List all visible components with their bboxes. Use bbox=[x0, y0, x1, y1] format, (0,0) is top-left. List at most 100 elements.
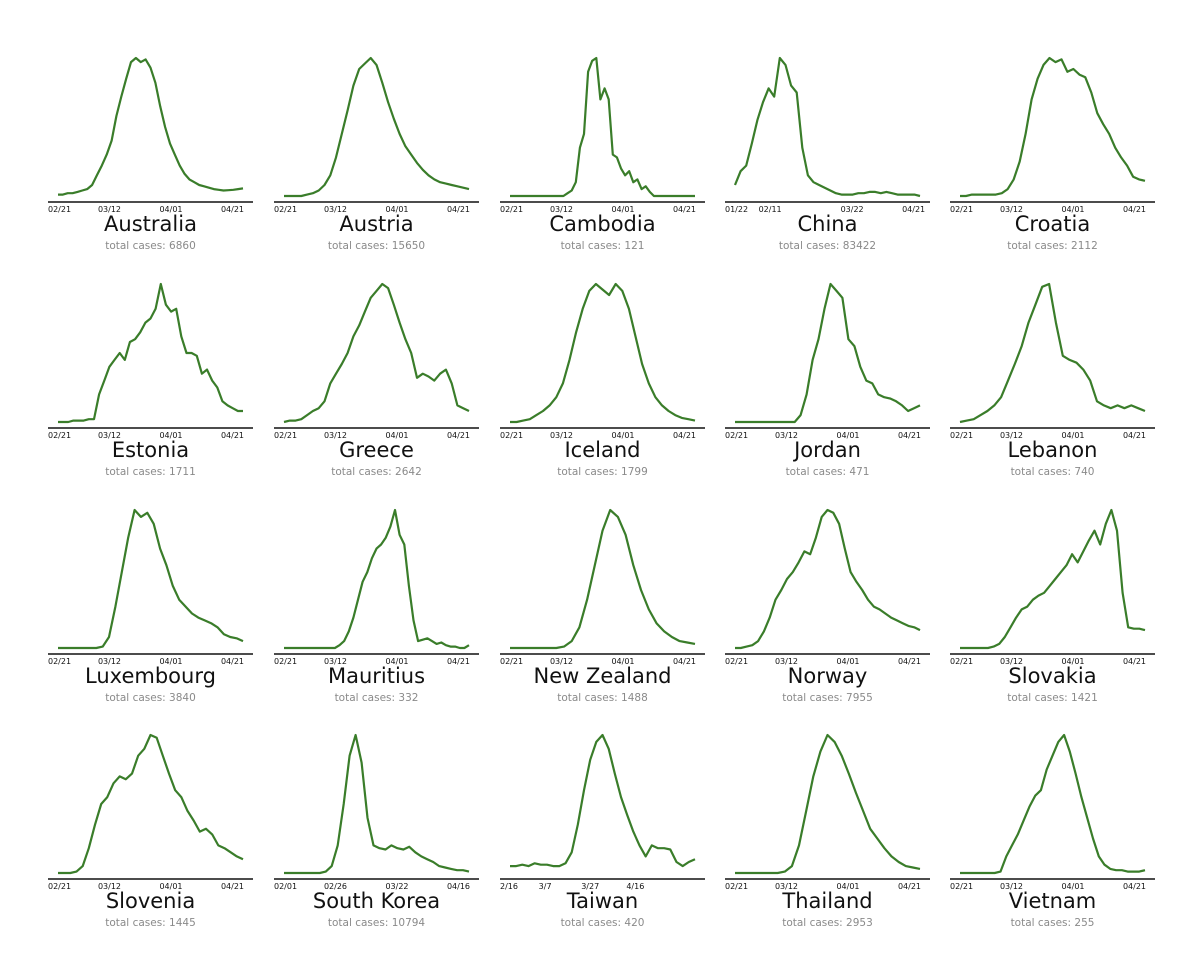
panel-subtitle: total cases: 332 bbox=[334, 692, 419, 704]
chart-panel: 02/21 03/12 04/01 04/21 New Zealand total cas… bbox=[500, 502, 725, 727]
x-tick-label: 03/12 bbox=[98, 657, 121, 666]
x-tick-label: 03/12 bbox=[1000, 431, 1023, 440]
series-line bbox=[284, 733, 470, 875]
panel-title: Lebanon bbox=[1007, 438, 1098, 462]
x-tick-label: 03/12 bbox=[324, 205, 347, 214]
panel-subtitle: total cases: 740 bbox=[1010, 466, 1095, 478]
x-tick-label: 02/11 bbox=[759, 205, 782, 214]
panel-title: Taiwan bbox=[566, 889, 639, 913]
chart-panel: 01/22 02/11 03/22 04/21 China total cases: 83… bbox=[725, 50, 950, 275]
panel-subtitle: total cases: 1711 bbox=[105, 466, 196, 478]
x-tick-label: 04/01 bbox=[836, 657, 859, 666]
x-tick-label: 4/16 bbox=[626, 882, 644, 891]
x-tick-label: 04/21 bbox=[673, 657, 696, 666]
chart-svg: 02/21 03/12 04/01 04/21 bbox=[48, 508, 253, 666]
x-tick-label: 04/21 bbox=[1123, 205, 1146, 214]
x-tick-label: 03/12 bbox=[550, 657, 573, 666]
chart-svg: 02/21 03/12 04/01 04/21 bbox=[725, 508, 930, 666]
chart-svg: 02/21 03/12 04/01 04/21 bbox=[950, 733, 1155, 891]
x-tick-label: 02/26 bbox=[324, 882, 347, 891]
panel-title: Croatia bbox=[1014, 212, 1091, 236]
x-tick-label: 03/12 bbox=[550, 431, 573, 440]
x-tick-label: 02/21 bbox=[500, 205, 523, 214]
panel-subtitle: total cases: 83422 bbox=[778, 240, 877, 252]
x-tick-label: 03/22 bbox=[841, 205, 864, 214]
panel-title: Jordan bbox=[794, 438, 861, 462]
chart-svg: 02/21 03/12 04/01 04/21 bbox=[725, 733, 930, 891]
x-tick-label: 02/21 bbox=[725, 431, 748, 440]
chart-panel: 02/21 03/12 04/01 04/21 Slovakia total cases:… bbox=[950, 502, 1175, 727]
x-tick-label: 04/01 bbox=[159, 882, 182, 891]
chart-panel: 02/21 03/12 04/01 04/21 Lebanon total cases: … bbox=[950, 276, 1175, 501]
x-tick-label: 04/21 bbox=[1123, 882, 1146, 891]
series-line bbox=[58, 56, 244, 196]
x-tick-label: 04/21 bbox=[221, 657, 244, 666]
x-tick-label: 04/21 bbox=[673, 431, 696, 440]
x-tick-label: 03/22 bbox=[385, 882, 408, 891]
panel-title: Mauritius bbox=[327, 664, 426, 688]
x-tick-label: 02/21 bbox=[48, 882, 71, 891]
x-tick-label: 04/01 bbox=[385, 431, 408, 440]
series-line bbox=[960, 733, 1146, 875]
x-tick-label: 04/01 bbox=[836, 431, 859, 440]
panel-subtitle: total cases: 2953 bbox=[782, 917, 873, 929]
series-line bbox=[735, 508, 921, 650]
panel-title: Thailand bbox=[782, 889, 873, 913]
panel-subtitle: total cases: 1488 bbox=[557, 692, 648, 704]
chart-panel: 02/21 03/12 04/01 04/21 Estonia total cases: … bbox=[48, 276, 273, 501]
x-tick-label: 03/12 bbox=[1000, 657, 1023, 666]
x-tick-label: 04/21 bbox=[1123, 431, 1146, 440]
series-line bbox=[510, 282, 696, 424]
panel-title: Slovenia bbox=[105, 889, 196, 913]
x-tick-label: 03/12 bbox=[1000, 882, 1023, 891]
x-tick-label: 03/12 bbox=[324, 657, 347, 666]
panel-subtitle: total cases: 1445 bbox=[105, 917, 196, 929]
panel-title: China bbox=[797, 212, 858, 236]
x-tick-label: 04/21 bbox=[898, 431, 921, 440]
series-line bbox=[510, 733, 696, 868]
panel-title: Cambodia bbox=[549, 212, 656, 236]
panel-title: Vietnam bbox=[1008, 889, 1097, 913]
x-tick-label: 04/21 bbox=[447, 205, 470, 214]
panel-title: Norway bbox=[787, 664, 868, 688]
series-line bbox=[284, 56, 470, 198]
x-tick-label: 02/21 bbox=[500, 657, 523, 666]
x-tick-label: 04/01 bbox=[1061, 431, 1084, 440]
chart-svg: 02/21 03/12 04/01 04/21 bbox=[48, 733, 253, 891]
series-line bbox=[510, 508, 696, 650]
x-tick-label: 04/21 bbox=[447, 431, 470, 440]
chart-svg: 2/16 3/7 3/27 4/16 bbox=[500, 733, 705, 891]
panel-subtitle: total cases: 10794 bbox=[327, 917, 426, 929]
x-tick-label: 04/01 bbox=[836, 882, 859, 891]
chart-panel: 02/21 03/12 04/01 04/21 Australia total cases… bbox=[48, 50, 273, 275]
panel-subtitle: total cases: 2642 bbox=[331, 466, 422, 478]
panel-subtitle: total cases: 121 bbox=[560, 240, 645, 252]
panel-title: South Korea bbox=[312, 889, 441, 913]
chart-panel: 02/21 03/12 04/01 04/21 Slovenia total cases:… bbox=[48, 727, 273, 952]
chart-panel: 02/21 03/12 04/01 04/21 Greece total cases: 2… bbox=[274, 276, 499, 501]
panel-subtitle: total cases: 3840 bbox=[105, 692, 196, 704]
panel-title: Australia bbox=[104, 212, 197, 236]
series-line bbox=[733, 56, 921, 198]
chart-svg: 02/21 03/12 04/01 04/21 bbox=[500, 56, 705, 214]
chart-panel: 02/21 03/12 04/01 04/21 Thailand total cases:… bbox=[725, 727, 950, 952]
panel-title: Austria bbox=[339, 212, 414, 236]
x-tick-label: 04/21 bbox=[221, 205, 244, 214]
x-tick-label: 02/21 bbox=[274, 657, 297, 666]
chart-svg: 02/21 03/12 04/01 04/21 bbox=[500, 508, 705, 666]
chart-svg: 02/21 03/12 04/01 04/21 bbox=[48, 282, 253, 440]
x-tick-label: 02/21 bbox=[950, 431, 973, 440]
x-tick-label: 03/12 bbox=[550, 205, 573, 214]
chart-panel: 02/21 03/12 04/01 04/21 Luxembourg total case… bbox=[48, 502, 273, 727]
x-tick-label: 04/01 bbox=[159, 657, 182, 666]
x-tick-label: 04/01 bbox=[159, 205, 182, 214]
x-tick-label: 04/01 bbox=[1061, 205, 1084, 214]
panel-subtitle: total cases: 15650 bbox=[327, 240, 426, 252]
x-tick-label: 02/21 bbox=[274, 205, 297, 214]
panel-subtitle: total cases: 6860 bbox=[105, 240, 196, 252]
x-tick-label: 03/12 bbox=[98, 205, 121, 214]
series-line bbox=[510, 56, 695, 198]
x-tick-label: 04/21 bbox=[447, 657, 470, 666]
chart-panel: 02/21 03/12 04/01 04/21 Vietnam total cases: … bbox=[950, 727, 1175, 952]
